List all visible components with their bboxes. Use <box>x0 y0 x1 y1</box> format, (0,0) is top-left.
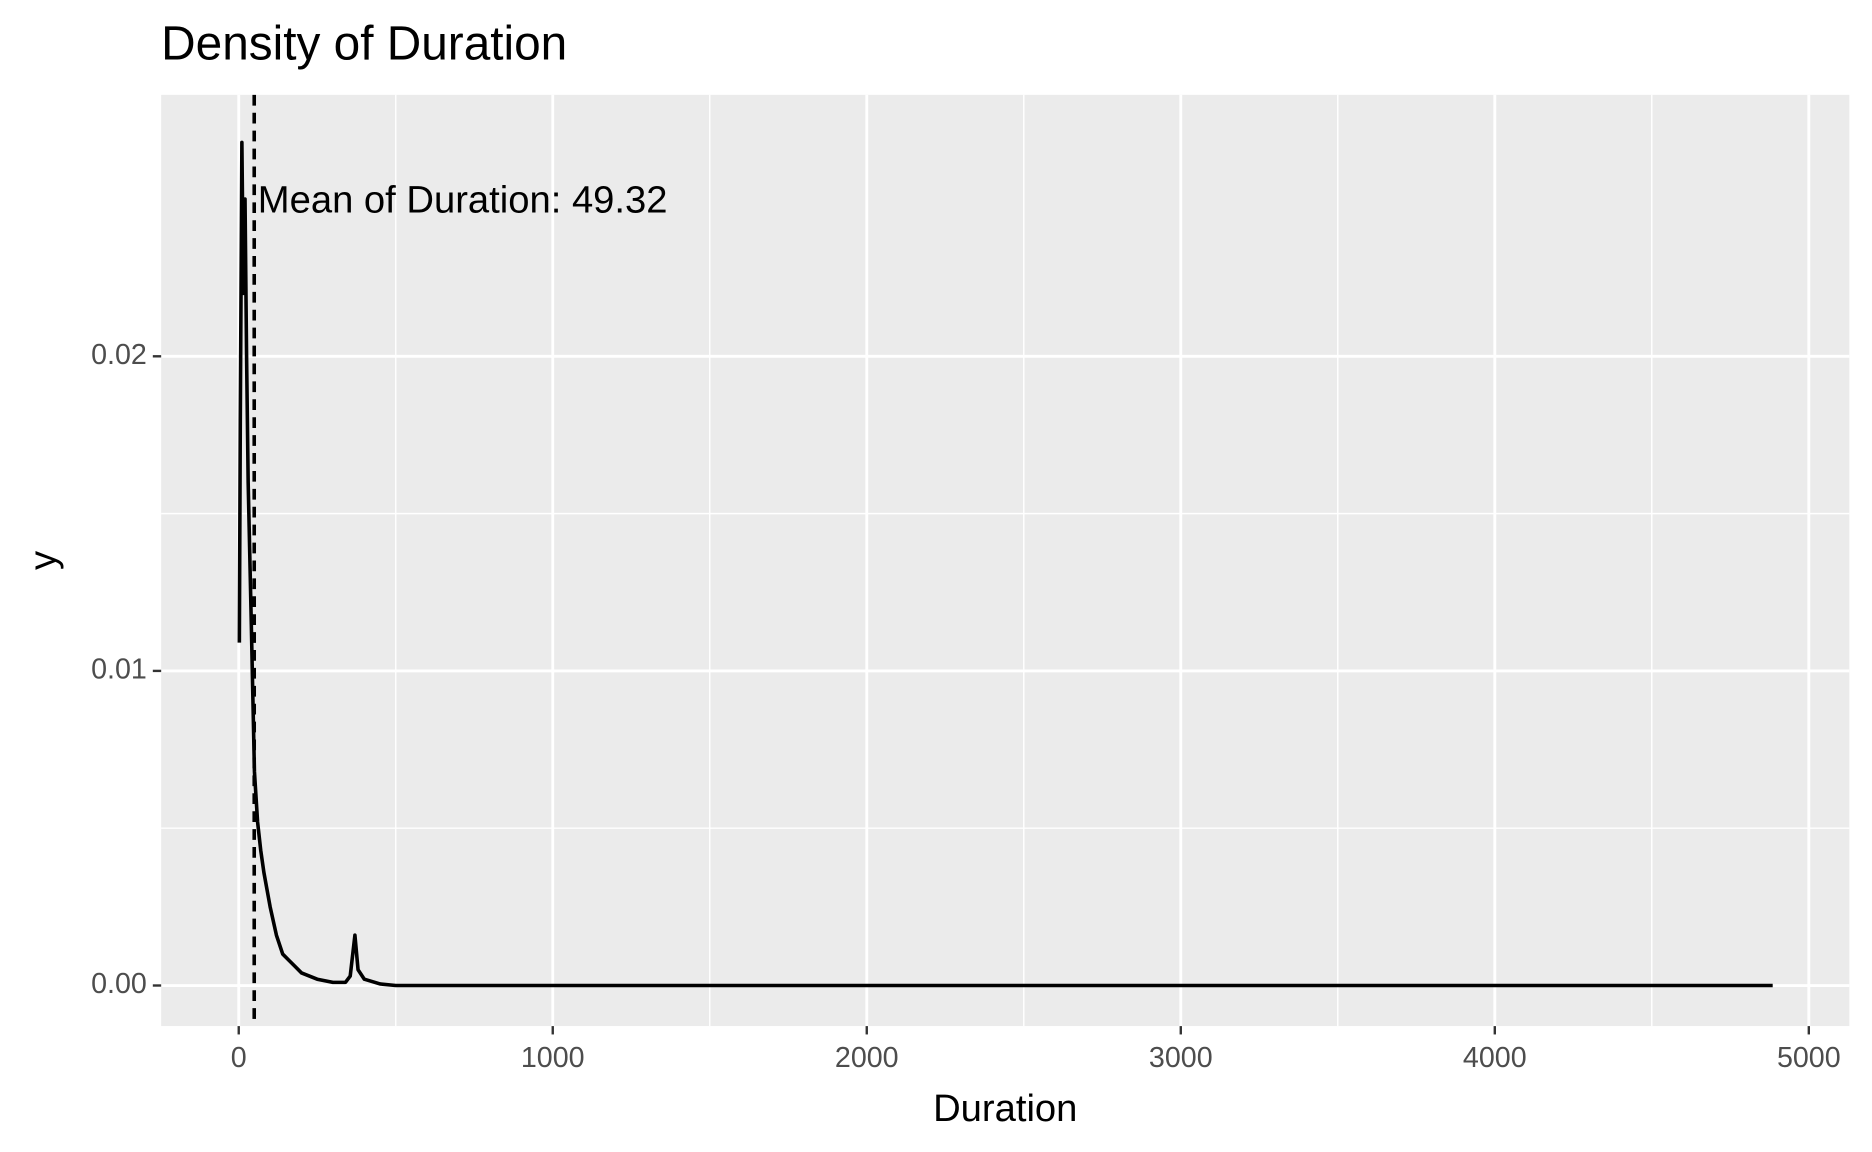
annotation: Mean of Duration: 49.32 <box>258 178 668 221</box>
y-tick-label: 0.00 <box>91 968 147 1000</box>
y-axis-title: y <box>21 550 64 570</box>
chart-title: Density of Duration <box>161 18 567 71</box>
x-axis-title: Duration <box>933 1087 1077 1130</box>
panel <box>161 94 1850 1027</box>
marks: Mean of Duration: 49.32 <box>237 94 1773 1027</box>
x-tick-label: 1000 <box>521 1042 585 1074</box>
density-line <box>237 140 1773 988</box>
x-tick-label: 5000 <box>1777 1042 1841 1074</box>
x-tick-label: 0 <box>231 1042 247 1074</box>
y-tick-label: 0.02 <box>91 339 147 371</box>
x-tick-label: 2000 <box>835 1042 899 1074</box>
x-tick-label: 3000 <box>1149 1042 1213 1074</box>
y-tick-label: 0.01 <box>91 653 147 685</box>
x-tick-label: 4000 <box>1463 1042 1527 1074</box>
